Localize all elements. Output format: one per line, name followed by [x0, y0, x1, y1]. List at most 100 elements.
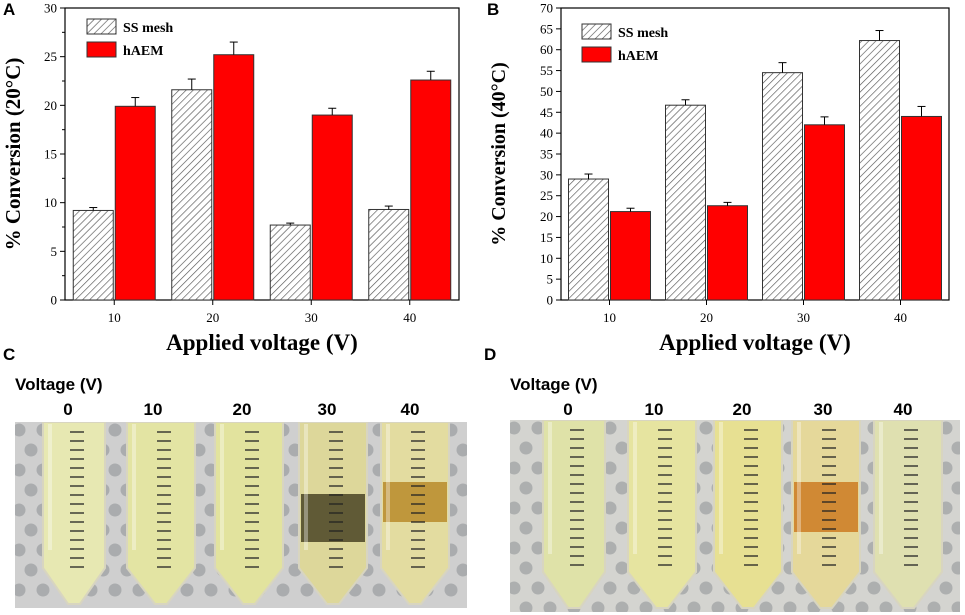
dot [519, 481, 533, 495]
d-tube-3 [791, 420, 861, 609]
chart-a: 0 5 10 15 20 25 30 % Conversion (20°C) 10 20 30 40 A… [1, 1, 460, 355]
dot [15, 463, 26, 477]
dot [531, 501, 545, 515]
legend-label-ss-mesh: SS mesh [123, 21, 173, 36]
y-tick-label: 15 [540, 230, 553, 245]
legend-label-haem: hAEM [618, 49, 658, 64]
bar-haem-30 [804, 124, 845, 301]
bar-ss-mesh-30 [269, 224, 311, 301]
dot [456, 483, 467, 497]
dot [15, 503, 26, 517]
y-axis-title: % Conversion (40°C) [488, 62, 510, 246]
tube-label-d-10: 10 [644, 400, 664, 419]
dot [531, 461, 545, 475]
x-axis-title: Applied voltage (V) [166, 330, 358, 355]
c-tube-2 [214, 422, 284, 605]
dot [855, 601, 869, 612]
tube-highlight [879, 422, 883, 554]
dot [927, 601, 941, 612]
bar-ss-mesh-10 [72, 209, 114, 301]
dot [510, 421, 521, 435]
dot [456, 563, 467, 577]
bar-haem-20 [707, 205, 748, 301]
dot [108, 543, 122, 557]
dot [15, 543, 26, 557]
dot [699, 421, 713, 435]
voltage-label-d: Voltage (V) [510, 375, 598, 394]
dot [276, 583, 290, 597]
c-tube-0 [42, 422, 106, 605]
dot [510, 541, 521, 555]
y-tick-label: 45 [540, 105, 553, 120]
tube-label-c-40: 40 [400, 400, 420, 419]
x-tick-label: 20 [700, 310, 713, 325]
d-tube-1 [627, 420, 697, 609]
dot [15, 583, 26, 597]
tube-highlight [548, 422, 552, 554]
d-tube-4 [873, 420, 943, 609]
dot [603, 461, 617, 475]
tube-label-c-30: 30 [317, 400, 337, 419]
dot [510, 501, 521, 515]
bar-ss-mesh-20 [665, 104, 706, 301]
dot [687, 601, 701, 612]
y-tick-label: 30 [540, 167, 553, 182]
y-tick-label: 60 [540, 42, 553, 57]
y-axis-title: % Conversion (20°C) [1, 58, 25, 251]
dot [300, 583, 314, 597]
dot [108, 463, 122, 477]
dot [36, 583, 50, 597]
dot [24, 443, 38, 457]
c-tube-1 [126, 422, 196, 605]
tube-highlight [132, 424, 136, 550]
dot [771, 581, 785, 595]
c-tube-3 [298, 422, 368, 605]
panel-letter-d: D [484, 345, 497, 364]
y-tick-label: 55 [540, 63, 553, 78]
bar-ss-mesh-10 [568, 178, 609, 301]
dot [510, 581, 521, 595]
dot [444, 583, 458, 597]
bar-haem-40 [901, 115, 942, 301]
dot [783, 601, 797, 612]
dot [204, 583, 218, 597]
dot [543, 601, 557, 612]
tube-label-d-30: 30 [813, 400, 833, 419]
dot [699, 541, 713, 555]
bar-ss-mesh-20 [171, 89, 213, 301]
dot [24, 523, 38, 537]
x-axis-title: Applied voltage (V) [659, 330, 851, 355]
chart-b: 0 5 10 15 20 25 30 35 40 45 50 55 60 65 70 % Conversion… [488, 1, 950, 355]
dot [699, 581, 713, 595]
y-tick-label: 65 [540, 21, 553, 36]
dot [519, 561, 533, 575]
tube-body [542, 420, 606, 609]
y-tick-label: 0 [547, 293, 554, 308]
x-tick-label: 40 [403, 310, 416, 325]
y-tick-label: 25 [540, 188, 553, 203]
tube-highlight [48, 424, 52, 550]
tube-label-d-0: 0 [563, 400, 573, 419]
tube-label-d-20: 20 [732, 400, 752, 419]
dot [603, 541, 617, 555]
x-tick-label: 40 [894, 310, 907, 325]
c-tube-4 [380, 422, 450, 605]
dot [15, 423, 26, 437]
dot [603, 421, 617, 435]
dot [603, 581, 617, 595]
dot [615, 481, 629, 495]
dot [639, 601, 653, 612]
tube-highlight [220, 424, 224, 550]
dot [759, 601, 773, 612]
dot [615, 561, 629, 575]
x-tick-label: 30 [305, 310, 318, 325]
tube-label-c-10: 10 [143, 400, 163, 419]
dot [24, 563, 38, 577]
y-tick-label: 30 [44, 1, 57, 16]
dot [180, 583, 194, 597]
dot [456, 443, 467, 457]
panel-letter-a: A [3, 0, 16, 19]
dot [615, 601, 629, 612]
dot [699, 501, 713, 515]
tube-label-c-0: 0 [63, 400, 73, 419]
